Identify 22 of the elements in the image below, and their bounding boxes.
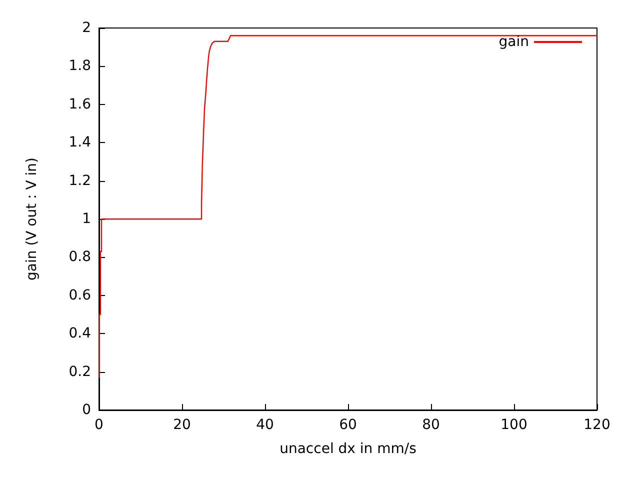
y-tick-label: 0 bbox=[82, 402, 91, 418]
y-tick-label: 1.2 bbox=[68, 172, 91, 189]
x-tick-label: 80 bbox=[422, 417, 440, 433]
x-tick-label: 40 bbox=[256, 417, 274, 433]
y-axis-title: gain (V out : V in) bbox=[24, 158, 40, 280]
x-axis-title: unaccel dx in mm/s bbox=[280, 441, 416, 457]
y-tick-label: 0.2 bbox=[68, 364, 91, 380]
x-tick-label: 120 bbox=[584, 417, 610, 433]
y-tick-label: 1.6 bbox=[68, 96, 92, 112]
y-tick-label: 0.8 bbox=[68, 249, 91, 266]
y-tick-label: 1.8 bbox=[68, 58, 91, 74]
y-tick-label: 0.4 bbox=[68, 326, 92, 342]
y-tick-label: 1 bbox=[82, 211, 91, 227]
line-series bbox=[98, 35, 598, 378]
x-tick-label: 20 bbox=[173, 417, 191, 433]
y-tick-label: 0.6 bbox=[68, 287, 92, 304]
x-tick-label: 100 bbox=[500, 417, 528, 433]
x-tick-label: 60 bbox=[339, 417, 357, 433]
y-tick-label: 1.4 bbox=[68, 134, 92, 151]
x-tick-label: 0 bbox=[94, 417, 104, 433]
y-tick-label: 2 bbox=[82, 20, 91, 36]
legend-label: gain bbox=[498, 34, 529, 50]
